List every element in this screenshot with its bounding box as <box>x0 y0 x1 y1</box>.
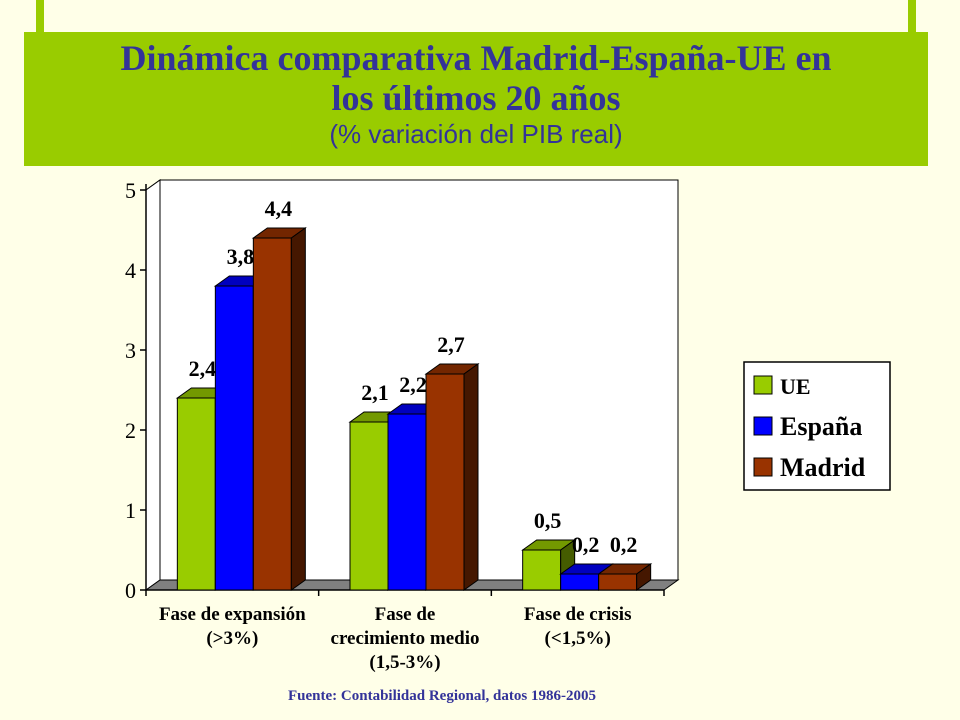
x-tick-label: (1,5-3%) <box>369 652 440 673</box>
legend-label-España: España <box>780 412 862 441</box>
y-tick-label: 2 <box>125 418 136 443</box>
y-tick-label: 3 <box>125 338 136 363</box>
page-subtitle: (% variación del PIB real) <box>329 119 623 149</box>
decor-bar-right <box>908 0 916 40</box>
bar-España-1 <box>387 413 427 591</box>
x-tick-label: (>3%) <box>206 628 258 649</box>
y-tick-label: 0 <box>125 578 136 603</box>
x-tick-label: Fase de <box>375 604 436 625</box>
bar-UE-2 <box>522 549 562 591</box>
bar-Madrid-2 <box>598 573 638 591</box>
data-label: 0,5 <box>534 508 562 533</box>
bar-España-2 <box>560 573 600 591</box>
x-tick-label: Fase de crisis <box>524 604 632 625</box>
bar-UE-1 <box>349 421 389 591</box>
decor-bar-left <box>36 0 44 40</box>
data-label: 0,2 <box>610 532 638 557</box>
bar-Madrid-1 <box>425 373 465 591</box>
legend-label-UE: UE <box>780 374 811 399</box>
data-label: 3,8 <box>227 244 255 269</box>
y-tick-label: 1 <box>125 498 136 523</box>
x-tick-label: crecimiento medio <box>331 628 480 649</box>
data-label: 4,4 <box>265 196 293 221</box>
data-label: 2,1 <box>361 380 389 405</box>
x-tick-label: (<1,5%) <box>545 628 611 649</box>
page-title-line-1: Dinámica comparativa Madrid-España-UE en <box>120 38 832 78</box>
bar-España-0 <box>214 285 254 591</box>
bar-UE-0 <box>176 397 216 591</box>
data-label: 2,2 <box>399 372 427 397</box>
plot-side-wall <box>145 179 161 591</box>
data-label: 2,4 <box>189 356 217 381</box>
legend-swatch-Madrid <box>753 457 773 477</box>
legend-swatch-España <box>753 416 773 436</box>
bar-side-Madrid-0 <box>290 227 306 591</box>
y-tick-label: 4 <box>125 258 136 283</box>
bar-Madrid-0 <box>252 237 292 591</box>
bar-side-Madrid-2 <box>636 563 652 591</box>
legend-swatch-UE <box>753 375 773 395</box>
page-title-line-2: los últimos 20 años <box>331 78 621 118</box>
data-label: 0,2 <box>572 532 600 557</box>
data-label: 2,7 <box>437 332 465 357</box>
title-banner: Dinámica comparativa Madrid-España-UE en… <box>24 32 928 166</box>
legend-label-Madrid: Madrid <box>780 453 866 482</box>
source-note: Fuente: Contabilidad Regional, datos 198… <box>288 688 596 704</box>
x-tick-label: Fase de expansión <box>159 604 306 625</box>
bar-side-Madrid-1 <box>463 363 479 591</box>
y-tick-label: 5 <box>125 178 136 203</box>
